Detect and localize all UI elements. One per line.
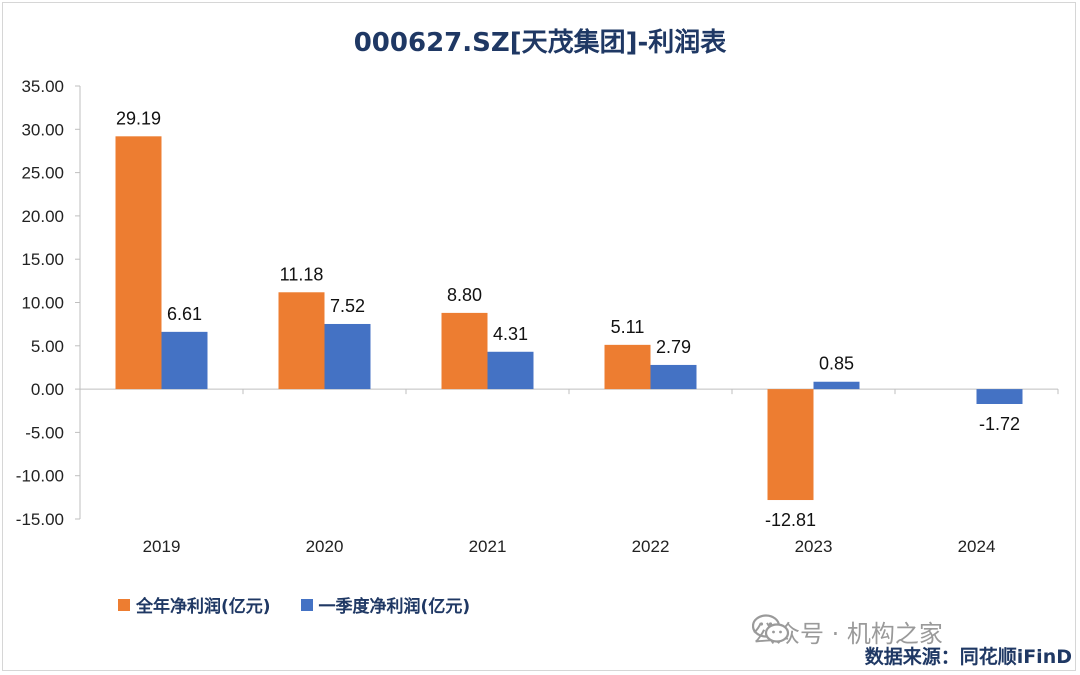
x-tick-label: 2024	[958, 537, 996, 556]
data-label-q1-2023: 0.85	[819, 354, 854, 374]
bar-q1-2023	[813, 381, 860, 390]
y-tick-label: 30.00	[21, 120, 64, 139]
y-tick-label: 20.00	[21, 207, 64, 226]
bar-q1-2024	[976, 389, 1023, 404]
bar-annual-2021	[441, 312, 488, 390]
data-label-q1-2022: 2.79	[656, 337, 691, 357]
y-tick-label: -10.00	[16, 467, 64, 486]
x-tick-label: 2021	[469, 537, 507, 556]
bar-q1-2022	[650, 364, 697, 390]
bar-q1-2021	[487, 351, 534, 390]
bar-annual-2022	[604, 344, 651, 390]
data-label-annual-2020: 11.18	[280, 264, 324, 284]
data-label-q1-2020: 7.52	[330, 296, 365, 316]
data-label-q1-2019: 6.61	[167, 304, 202, 324]
x-tick-label: 2022	[632, 537, 670, 556]
bar-q1-2019	[161, 331, 208, 390]
legend-label-q1: 一季度净利润(亿元)	[318, 597, 471, 617]
bar-q1-2020	[324, 323, 371, 390]
chart-title: 000627.SZ[天茂集团]-利润表	[353, 28, 727, 58]
legend-label-annual: 全年净利润(亿元)	[136, 597, 271, 617]
data-label-annual-2023: -12.81	[765, 510, 816, 530]
wechat-icon	[752, 614, 790, 643]
y-tick-label: 10.00	[21, 294, 64, 313]
data-label-q1-2024: -1.72	[979, 414, 1020, 434]
y-tick-label: 15.00	[21, 250, 64, 269]
legend: 全年净利润(亿元) 一季度净利润(亿元)	[118, 592, 500, 617]
data-label-annual-2022: 5.11	[611, 317, 645, 337]
legend-item-annual: 全年净利润(亿元)	[118, 592, 271, 617]
data-source: 数据来源：同花顺iFinD	[864, 646, 1072, 668]
bar-annual-2020	[278, 292, 325, 390]
y-tick-label: -5.00	[25, 423, 64, 442]
data-label-annual-2019: 29.19	[116, 108, 161, 128]
x-tick-label: 2023	[795, 537, 833, 556]
y-tick-label: 5.00	[31, 337, 64, 356]
legend-swatch-q1	[300, 598, 313, 611]
legend-item-q1: 一季度净利润(亿元)	[300, 592, 471, 617]
y-tick-label: 25.00	[21, 164, 64, 183]
data-label-q1-2021: 4.31	[493, 324, 528, 344]
bar-annual-2023	[767, 389, 814, 501]
x-tick-label: 2019	[143, 537, 181, 556]
y-tick-label: 35.00	[21, 77, 64, 96]
bar-annual-2019	[115, 136, 162, 390]
legend-swatch-annual	[118, 598, 130, 611]
y-tick-label: 0.00	[31, 380, 64, 399]
data-label-annual-2021: 8.80	[447, 285, 482, 305]
watermark: 公众号 · 机构之家	[752, 614, 943, 649]
x-tick-label: 2020	[306, 537, 344, 556]
y-tick-label: -15.00	[16, 510, 64, 529]
